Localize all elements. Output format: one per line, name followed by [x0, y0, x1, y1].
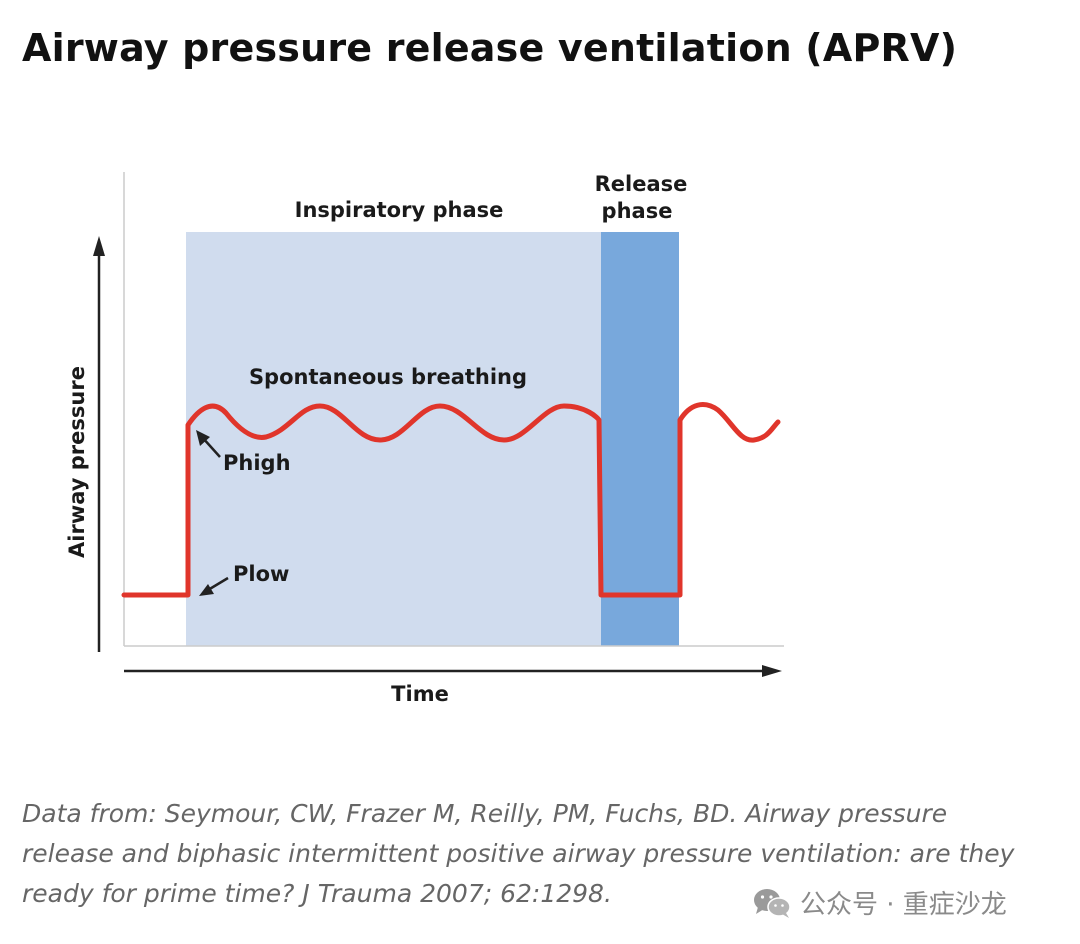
x-axis-arrow-icon	[762, 665, 782, 677]
pressure-waveform	[121, 402, 781, 598]
caption-line-3: ready for prime time? J Trauma 2007; 62:…	[22, 879, 612, 908]
watermark-text: 公众号 · 重症沙龙	[800, 890, 1007, 920]
y-axis-label: Airway pressure	[65, 366, 89, 558]
release-phase-label-line1: Release	[595, 172, 688, 196]
x-axis-label: Time	[391, 682, 449, 706]
source-caption: Data from: Seymour, CW, Frazer M, Reilly…	[22, 794, 1022, 914]
plow-pointer	[207, 576, 229, 592]
plow-arrow-icon	[199, 584, 214, 596]
wechat-icon	[754, 888, 791, 918]
phigh-arrow-icon	[196, 430, 210, 446]
plow-label: Plow	[233, 562, 289, 586]
caption-line-2: release and biphasic intermittent positi…	[22, 839, 1015, 868]
release-phase-label-line2: phase	[602, 199, 673, 223]
page-title: Airway pressure release ventilation (APR…	[22, 26, 958, 70]
y-axis-arrow-icon	[93, 236, 105, 256]
caption-line-1: Data from: Seymour, CW, Frazer M, Reilly…	[22, 799, 948, 828]
inspiratory-phase-label: Inspiratory phase	[295, 198, 504, 222]
account-watermark: 公众号 · 重症沙龙	[752, 884, 1007, 921]
phigh-label: Phigh	[223, 451, 291, 475]
release-phase-region	[601, 232, 679, 646]
spontaneous-breathing-label: Spontaneous breathing	[249, 365, 527, 389]
